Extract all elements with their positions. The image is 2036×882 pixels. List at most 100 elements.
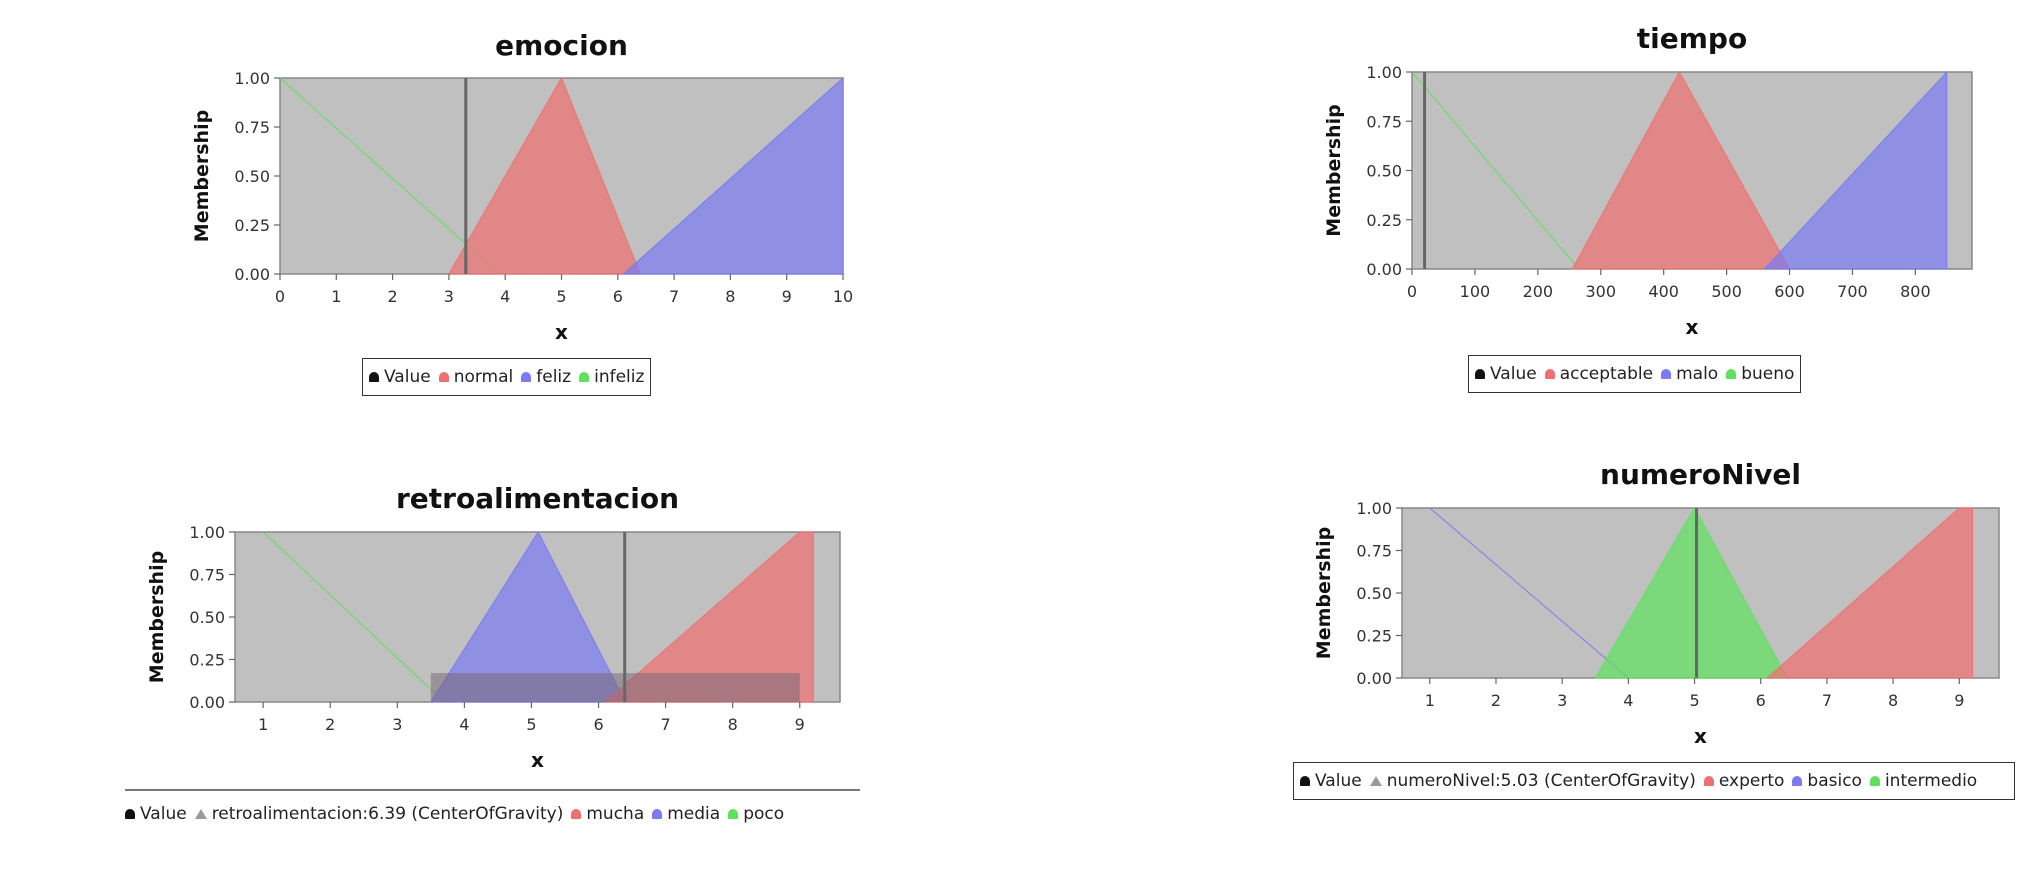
y-tick-label: 1.00 bbox=[1366, 63, 1402, 82]
legend-item: Value bbox=[1475, 359, 1537, 389]
legend-swatch bbox=[1300, 776, 1310, 786]
x-tick-label: 500 bbox=[1711, 282, 1742, 301]
legend-label: mucha bbox=[586, 804, 645, 824]
y-tick-label: 0.75 bbox=[1366, 112, 1402, 131]
legend-label: numeroNivel:5.03 (CenterOfGravity) bbox=[1386, 771, 1696, 791]
y-tick-label: 0.50 bbox=[234, 167, 270, 186]
x-tick-label: 200 bbox=[1523, 282, 1554, 301]
legend-swatch bbox=[1792, 776, 1803, 786]
x-tick-label: 1 bbox=[258, 715, 268, 734]
legend-item: Value bbox=[1300, 766, 1362, 796]
legend-swatch bbox=[369, 372, 379, 382]
legend-label: Value bbox=[1315, 771, 1362, 791]
x-tick-label: 0 bbox=[1407, 282, 1417, 301]
legend-item: bueno bbox=[1726, 359, 1794, 389]
series-area-feliz bbox=[622, 76, 844, 275]
legend-swatch bbox=[194, 809, 207, 819]
x-tick-label: 2 bbox=[388, 287, 398, 306]
y-tick-label: 0.25 bbox=[1356, 627, 1392, 646]
legend-item: feliz bbox=[521, 362, 571, 392]
legend-item: normal bbox=[438, 362, 513, 392]
y-tick-label: 0.75 bbox=[189, 566, 225, 585]
x-tick-label: 800 bbox=[1900, 282, 1931, 301]
chart-title: emocion bbox=[495, 29, 628, 62]
legend-item: experto bbox=[1703, 766, 1785, 796]
x-tick-label: 5 bbox=[1689, 691, 1699, 710]
legend-item: mucha bbox=[571, 799, 644, 829]
x-tick-label: 4 bbox=[459, 715, 469, 734]
legend-retroalimentacion-row: Value retroalimentacion:6.39 (CenterOfGra… bbox=[125, 799, 860, 829]
y-tick-label: 1.00 bbox=[189, 523, 225, 542]
x-tick-label: 9 bbox=[782, 287, 792, 306]
legend-swatch bbox=[1544, 369, 1555, 379]
y-tick-label: 1.00 bbox=[234, 69, 270, 88]
legend-item: numeroNivel:5.03 (CenterOfGravity) bbox=[1369, 766, 1696, 796]
y-axis-label: Membership bbox=[146, 551, 168, 683]
legend-swatch bbox=[1726, 369, 1737, 379]
legend-emocion-row: Value normal feliz infeliz bbox=[369, 362, 644, 392]
series-area-experto bbox=[1765, 507, 1973, 679]
x-tick-label: 700 bbox=[1837, 282, 1868, 301]
x-tick-label: 1 bbox=[331, 287, 341, 306]
x-tick-label: 2 bbox=[1491, 691, 1501, 710]
y-tick-label: 0.75 bbox=[1356, 542, 1392, 561]
legend-item: retroalimentacion:6.39 (CenterOfGravity) bbox=[194, 799, 563, 829]
y-tick-label: 0.25 bbox=[189, 651, 225, 670]
series-area-acceptable bbox=[1571, 70, 1791, 270]
legend-label: malo bbox=[1676, 364, 1719, 384]
x-tick-label: 5 bbox=[556, 287, 566, 306]
x-tick-label: 600 bbox=[1774, 282, 1805, 301]
legend-swatch bbox=[652, 809, 663, 819]
x-tick-label: 2 bbox=[325, 715, 335, 734]
legend-label: Value bbox=[140, 804, 187, 824]
legend-label: poco bbox=[743, 804, 785, 824]
x-tick-label: 6 bbox=[1756, 691, 1766, 710]
x-tick-label: 10 bbox=[833, 287, 853, 306]
chart-emocion: emocion 0.00 0.25 0.50 0.75 1.00 0 1 2 3 4 5 6 7 8 9 10 x… bbox=[0, 0, 1000, 420]
chart-title: tiempo bbox=[1637, 22, 1747, 55]
legend-swatch bbox=[1703, 776, 1714, 786]
legend-swatch bbox=[1869, 776, 1880, 786]
legend-item: infeliz bbox=[579, 362, 644, 392]
legend-item: media bbox=[652, 799, 720, 829]
y-tick-label: 0.00 bbox=[1356, 669, 1392, 688]
x-tick-label: 7 bbox=[669, 287, 679, 306]
chart-numeroNivel-svg: numeroNivel 0.00 0.25 0.50 0.75 1.00 1 2 3 4 5 6 7 8 9… bbox=[1313, 458, 2000, 748]
x-axis-label: x bbox=[1686, 315, 1699, 339]
legend-label: basico bbox=[1807, 771, 1862, 791]
series-area-normal bbox=[448, 76, 642, 275]
x-tick-label: 400 bbox=[1648, 282, 1679, 301]
legend-swatch bbox=[728, 809, 739, 819]
x-tick-label: 8 bbox=[725, 287, 735, 306]
defuzz-area bbox=[430, 673, 800, 702]
y-tick-label: 0.00 bbox=[189, 693, 225, 712]
y-tick-label: 0.50 bbox=[1356, 584, 1392, 603]
y-tick-label: 0.25 bbox=[234, 216, 270, 235]
x-tick-label: 9 bbox=[1954, 691, 1964, 710]
legend-retroalimentacion: Value retroalimentacion:6.39 (CenterOfGra… bbox=[125, 789, 860, 829]
legend-tiempo: Value acceptable malo bueno bbox=[1468, 355, 1802, 393]
x-tick-label: 3 bbox=[1557, 691, 1567, 710]
x-tick-label: 6 bbox=[613, 287, 623, 306]
legend-label: experto bbox=[1718, 771, 1785, 791]
x-tick-label: 7 bbox=[1822, 691, 1832, 710]
x-tick-label: 9 bbox=[795, 715, 805, 734]
x-tick-label: 4 bbox=[500, 287, 510, 306]
y-axis-label: Membership bbox=[1313, 527, 1335, 659]
x-axis-label: x bbox=[531, 748, 544, 772]
legend-label: acceptable bbox=[1559, 364, 1654, 384]
series-area-intermedio bbox=[1594, 506, 1789, 679]
legend-item: malo bbox=[1661, 359, 1718, 389]
x-tick-label: 4 bbox=[1623, 691, 1633, 710]
legend-numeroNivel-row: Value numeroNivel:5.03 (CenterOfGravity) e… bbox=[1300, 766, 2008, 796]
y-tick-label: 0.75 bbox=[234, 118, 270, 137]
x-tick-label: 7 bbox=[661, 715, 671, 734]
legend-emocion: Value normal feliz infeliz bbox=[362, 358, 652, 396]
legend-label: feliz bbox=[536, 367, 572, 387]
chart-emocion-svg: emocion 0.00 0.25 0.50 0.75 1.00 0 1 2 3 4 5 6 7 8 9 10 x… bbox=[191, 29, 853, 344]
x-tick-label: 1 bbox=[1425, 691, 1435, 710]
y-tick-label: 0.50 bbox=[1366, 162, 1402, 181]
x-tick-label: 5 bbox=[526, 715, 536, 734]
chart-title: numeroNivel bbox=[1600, 458, 1801, 491]
x-tick-label: 3 bbox=[444, 287, 454, 306]
